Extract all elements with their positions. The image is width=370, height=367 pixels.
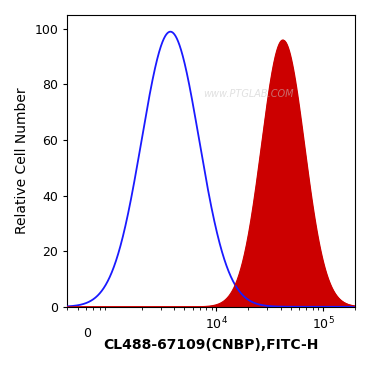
X-axis label: CL488-67109(CNBP),FITC-H: CL488-67109(CNBP),FITC-H xyxy=(104,338,319,352)
Text: www.PTGLAB.COM: www.PTGLAB.COM xyxy=(204,89,294,99)
Text: 0: 0 xyxy=(84,327,92,340)
Y-axis label: Relative Cell Number: Relative Cell Number xyxy=(15,88,29,234)
